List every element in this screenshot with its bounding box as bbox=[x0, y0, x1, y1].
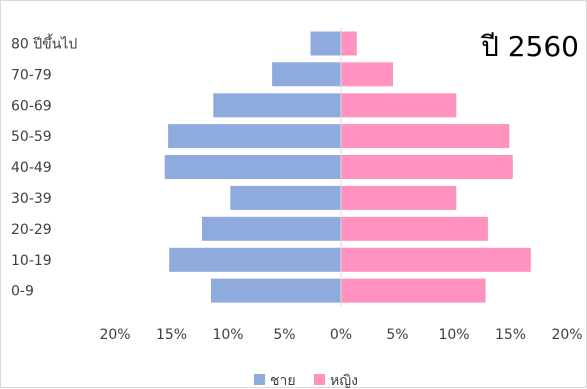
y-tick-label: 70-79 bbox=[11, 67, 52, 83]
bar-male-1 bbox=[169, 247, 341, 272]
bar-male-7 bbox=[272, 62, 341, 87]
bar-female-1 bbox=[341, 247, 531, 272]
x-tick-label: 0% bbox=[330, 327, 352, 343]
bar-male-0 bbox=[211, 278, 341, 303]
y-tick-label: 20-29 bbox=[11, 222, 52, 238]
y-tick-label: 60-69 bbox=[11, 98, 52, 114]
legend-label-male: ชาย bbox=[270, 373, 296, 389]
legend-label-female: หญิง bbox=[330, 373, 358, 389]
x-tick-label: 15% bbox=[156, 327, 187, 343]
legend-swatch-male bbox=[254, 374, 265, 385]
x-tick-label: 10% bbox=[212, 327, 243, 343]
bar-female-7 bbox=[341, 62, 393, 87]
legend-swatch-female bbox=[314, 374, 325, 385]
y-tick-label: 10-19 bbox=[11, 253, 52, 269]
y-tick-label: 50-59 bbox=[11, 129, 52, 145]
bar-male-8 bbox=[310, 31, 341, 56]
x-tick-label: 20% bbox=[551, 327, 582, 343]
bar-male-6 bbox=[213, 93, 341, 118]
y-tick-label: 80 ปีขึ้นไป bbox=[11, 34, 77, 53]
chart-title: ปี 2560 bbox=[480, 30, 579, 63]
bar-male-5 bbox=[168, 124, 341, 149]
bar-female-6 bbox=[341, 93, 457, 118]
x-tick-label: 10% bbox=[438, 327, 469, 343]
x-tick-label: 5% bbox=[273, 327, 295, 343]
x-tick-label: 20% bbox=[99, 327, 130, 343]
bar-female-2 bbox=[341, 216, 488, 241]
x-tick-label: 15% bbox=[495, 327, 526, 343]
bar-female-5 bbox=[341, 124, 510, 149]
bar-female-4 bbox=[341, 155, 513, 179]
x-tick-label: 5% bbox=[386, 327, 408, 343]
bar-female-0 bbox=[341, 278, 486, 303]
bar-female-8 bbox=[341, 31, 357, 56]
bar-male-4 bbox=[164, 155, 341, 179]
y-tick-label: 0-9 bbox=[11, 284, 34, 300]
y-tick-label: 40-49 bbox=[11, 160, 52, 176]
bar-male-2 bbox=[202, 216, 341, 241]
bar-female-3 bbox=[341, 185, 457, 210]
y-tick-label: 30-39 bbox=[11, 191, 52, 207]
bar-male-3 bbox=[230, 185, 341, 210]
